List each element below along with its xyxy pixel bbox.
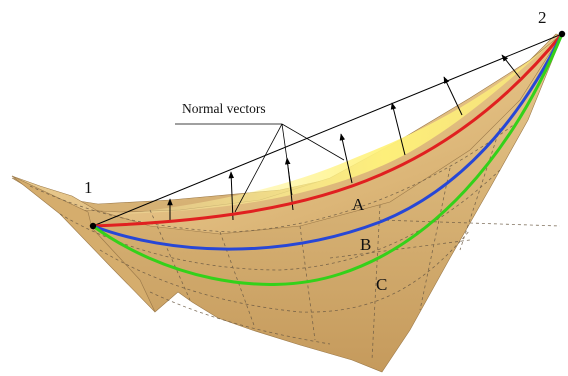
point-2-marker [558, 30, 566, 38]
normal-vectors-label: Normal vectors [182, 101, 266, 116]
normal-vector [228, 171, 235, 221]
chord-line [92, 33, 563, 227]
normal-vector [443, 76, 463, 116]
surface-left-flap [11, 175, 156, 313]
normal-vector [390, 102, 406, 156]
curve-c [92, 33, 564, 286]
curve-b-label: B [360, 235, 371, 254]
surface-highlight [120, 34, 562, 214]
normal-vector [339, 133, 353, 184]
curve-c-label: C [376, 275, 387, 294]
point-1-marker [89, 222, 97, 230]
curve-b [92, 33, 564, 251]
normal-vectors [167, 54, 521, 222]
point-1-label: 1 [84, 178, 93, 197]
point-2-label: 2 [538, 8, 547, 27]
normal-vector [501, 54, 521, 79]
curve-a-label: A [352, 195, 365, 214]
normal-vectors-leaders [175, 123, 345, 213]
curve-a [92, 33, 564, 228]
